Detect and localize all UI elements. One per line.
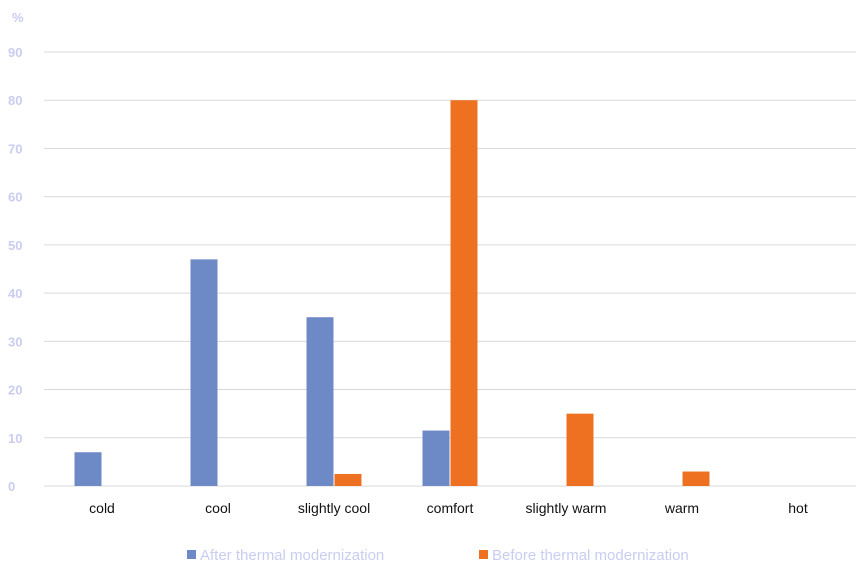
legend-label: After thermal modernization: [200, 547, 384, 564]
x-tick-label: warm: [664, 500, 699, 516]
bar: [566, 413, 594, 486]
x-tick-labels: cold cool slightly cool comfort slightly war…: [89, 500, 808, 516]
bar: [74, 452, 102, 486]
legend-swatch: [187, 550, 196, 559]
bar: [334, 473, 362, 486]
x-tick-label: cold: [89, 500, 115, 516]
bar: [450, 100, 478, 486]
legend-label: Before thermal modernization: [492, 547, 689, 564]
y-tick-label: 10: [8, 431, 22, 446]
x-tick-label: slightly warm: [526, 500, 607, 516]
bar: [306, 317, 334, 486]
y-tick-label: 30: [8, 334, 22, 349]
y-tick-label: 80: [8, 93, 22, 108]
bars: [74, 100, 710, 486]
bar: [682, 471, 710, 486]
x-tick-label: comfort: [427, 500, 474, 516]
bar: [422, 430, 450, 486]
y-tick-label: 0: [8, 479, 15, 494]
legend-swatch: [479, 550, 488, 559]
y-tick-label: 20: [8, 383, 22, 398]
y-tick-label: 40: [8, 286, 22, 301]
x-tick-label: hot: [788, 500, 808, 516]
y-axis-label: %: [12, 10, 24, 25]
bar: [190, 259, 218, 486]
y-tick-label: 90: [8, 45, 22, 60]
x-tick-label: slightly cool: [298, 500, 370, 516]
gridlines: [44, 51, 856, 487]
y-tick-label: 50: [8, 238, 22, 253]
y-tick-label: 70: [8, 141, 22, 156]
x-tick-label: cool: [205, 500, 231, 516]
y-tick-label: 60: [8, 190, 22, 205]
legend: After thermal modernization Before therma…: [187, 547, 689, 564]
y-tick-labels: 0 10 20 30 40 50 60 70 80 90: [8, 45, 22, 494]
